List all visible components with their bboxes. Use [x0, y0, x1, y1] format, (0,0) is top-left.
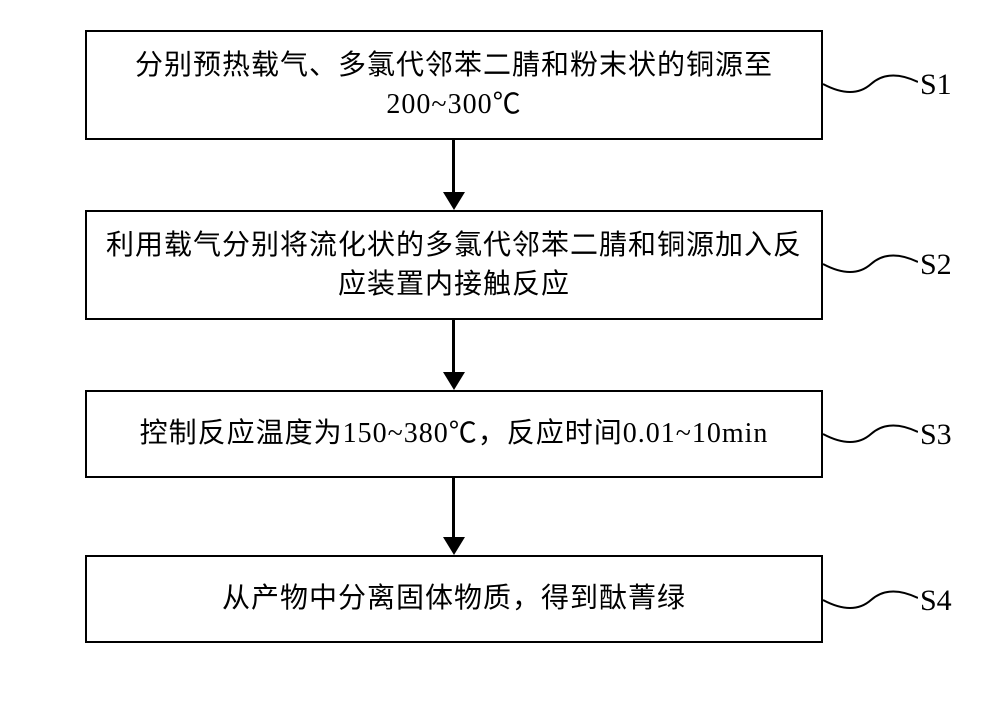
step-text-s2: 利用载气分别将流化状的多氯代邻苯二腈和铜源加入反应装置内接触反应 — [99, 226, 809, 304]
step-label-s3: S3 — [920, 418, 952, 452]
arrow-shaft-3 — [452, 478, 455, 541]
arrow-shaft-1 — [452, 140, 455, 196]
step-text-s3: 控制反应温度为150~380℃，反应时间0.01~10min — [140, 414, 769, 453]
step-label-s4: S4 — [920, 584, 952, 618]
step-text-s1: 分别预热载气、多氯代邻苯二腈和粉末状的铜源至200~300℃ — [99, 46, 809, 124]
step-label-s2: S2 — [920, 248, 952, 282]
connector-arc-s3 — [823, 418, 918, 450]
connector-arc-s2 — [823, 248, 918, 280]
step-box-s1: 分别预热载气、多氯代邻苯二腈和粉末状的铜源至200~300℃ — [85, 30, 823, 140]
step-box-s4: 从产物中分离固体物质，得到酞菁绿 — [85, 555, 823, 643]
arrow-shaft-2 — [452, 320, 455, 376]
step-box-s2: 利用载气分别将流化状的多氯代邻苯二腈和铜源加入反应装置内接触反应 — [85, 210, 823, 320]
step-label-s1: S1 — [920, 68, 952, 102]
flowchart-canvas: 分别预热载气、多氯代邻苯二腈和粉末状的铜源至200~300℃ 利用载气分别将流化… — [0, 0, 1000, 715]
step-text-s4: 从产物中分离固体物质，得到酞菁绿 — [222, 579, 686, 618]
connector-arc-s4 — [823, 584, 918, 616]
arrow-head-1 — [443, 192, 465, 210]
arrow-head-3 — [443, 537, 465, 555]
step-box-s3: 控制反应温度为150~380℃，反应时间0.01~10min — [85, 390, 823, 478]
connector-arc-s1 — [823, 68, 918, 100]
arrow-head-2 — [443, 372, 465, 390]
